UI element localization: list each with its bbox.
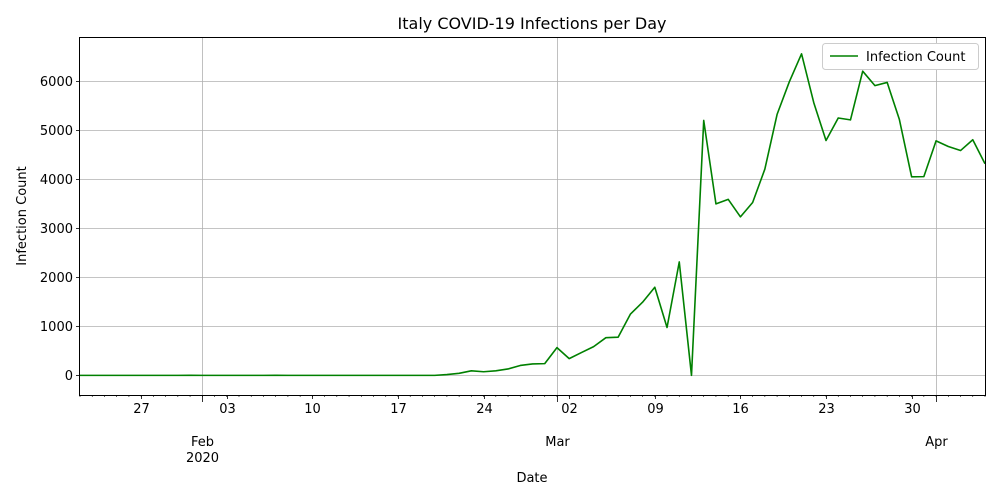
y-tick-label: 4000	[40, 173, 73, 188]
month-label: Feb	[191, 435, 214, 450]
x-tick-label: 27	[133, 402, 150, 417]
x-tick-label: 02	[561, 402, 578, 417]
legend-box	[822, 43, 979, 70]
legend: Infection Count	[822, 43, 979, 70]
y-tick-label: 3000	[40, 222, 73, 237]
y-axis: 0 1000 2000 3000 4000 5000 6000	[40, 75, 80, 384]
x-tick-label: 03	[219, 402, 236, 417]
month-label: Mar	[545, 435, 570, 450]
x-tick-label: 16	[732, 402, 749, 417]
y-tick-label: 0	[65, 369, 73, 384]
y-tick-label: 5000	[40, 124, 73, 139]
y-tick-label: 6000	[40, 75, 73, 90]
plot-area-frame	[79, 37, 986, 396]
month-label: Apr	[925, 435, 948, 450]
chart-title: Italy COVID-19 Infections per Day	[398, 14, 667, 33]
series-line-infection-count	[80, 53, 986, 377]
x-tick-label: 23	[818, 402, 835, 417]
y-tick-label: 2000	[40, 271, 73, 286]
year-label: 2020	[186, 451, 219, 466]
x-axis-label: Date	[516, 471, 547, 486]
grid	[80, 38, 985, 395]
legend-label: Infection Count	[866, 50, 965, 65]
series-layer	[80, 53, 986, 377]
x-tick-label: 24	[476, 402, 493, 417]
x-tick-label: 09	[647, 402, 664, 417]
x-tick-label: 10	[304, 402, 321, 417]
x-tick-label: 17	[390, 402, 407, 417]
y-tick-label: 1000	[40, 320, 73, 335]
y-axis-label: Infection Count	[15, 166, 30, 265]
x-tick-label: 30	[904, 402, 921, 417]
